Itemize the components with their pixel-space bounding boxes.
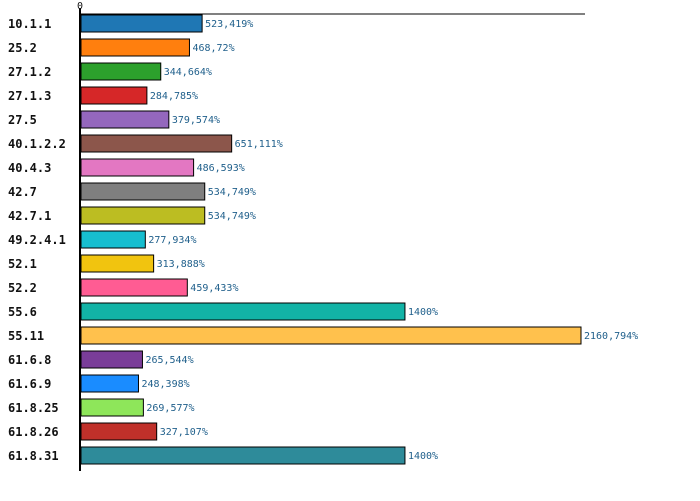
category-label-42.7: 42.7 [8, 185, 37, 199]
value-label-61.8.31: 1400% [408, 451, 438, 462]
category-label-61.6.8: 61.6.8 [8, 353, 51, 367]
category-label-61.8.25: 61.8.25 [8, 401, 59, 415]
category-label-55.11: 55.11 [8, 329, 44, 343]
bar-61.8.25 [80, 398, 144, 417]
value-label-25.2: 468,72% [192, 43, 234, 54]
category-label-52.2: 52.2 [8, 281, 37, 295]
category-label-40.4.3: 40.4.3 [8, 161, 51, 175]
category-label-61.6.9: 61.6.9 [8, 377, 51, 391]
value-label-27.1.2: 344,664% [164, 67, 212, 78]
value-label-55.11: 2160,794% [584, 331, 638, 342]
value-label-61.8.26: 327,107% [160, 427, 208, 438]
value-label-27.5: 379,574% [172, 115, 220, 126]
bar-27.1.2 [80, 62, 162, 81]
bar-10.1.1 [80, 14, 203, 33]
bar-42.7 [80, 182, 206, 201]
category-label-52.1: 52.1 [8, 257, 37, 271]
category-label-27.5: 27.5 [8, 113, 37, 127]
category-label-25.2: 25.2 [8, 41, 37, 55]
value-label-49.2.4.1: 277,934% [148, 235, 196, 246]
x-tick-label-0: 0 [77, 1, 83, 12]
bar-61.6.8 [80, 350, 143, 369]
value-label-42.7.1: 534,749% [208, 211, 256, 222]
value-label-10.1.1: 523,419% [205, 19, 253, 30]
category-label-42.7.1: 42.7.1 [8, 209, 51, 223]
bar-52.1 [80, 254, 155, 273]
category-label-61.8.31: 61.8.31 [8, 449, 59, 463]
value-label-42.7: 534,749% [208, 187, 256, 198]
value-label-27.1.3: 284,785% [150, 91, 198, 102]
category-label-49.2.4.1: 49.2.4.1 [8, 233, 66, 247]
category-label-10.1.1: 10.1.1 [8, 17, 51, 31]
bar-27.1.3 [80, 86, 148, 105]
category-label-27.1.3: 27.1.3 [8, 89, 51, 103]
bar-55.11 [80, 326, 582, 345]
bar-42.7.1 [80, 206, 206, 225]
bar-40.4.3 [80, 158, 195, 177]
value-label-40.1.2.2: 651,111% [235, 139, 283, 150]
value-label-61.6.9: 248,398% [141, 379, 189, 390]
bar-55.6 [80, 302, 406, 321]
category-label-27.1.2: 27.1.2 [8, 65, 51, 79]
value-label-61.6.8: 265,544% [145, 355, 193, 366]
bar-49.2.4.1 [80, 230, 146, 249]
value-label-52.2: 459,433% [190, 283, 238, 294]
labels-group: 10.1.1 523,419% 25.2 468,72% 27.1.2 344,664% 2… [8, 17, 638, 463]
value-label-40.4.3: 486,593% [197, 163, 245, 174]
bar-40.1.2.2 [80, 134, 233, 153]
category-label-61.8.26: 61.8.26 [8, 425, 59, 439]
bar-27.5 [80, 110, 170, 129]
category-label-55.6: 55.6 [8, 305, 37, 319]
bar-61.8.31 [80, 446, 406, 465]
bar-25.2 [80, 38, 190, 57]
value-label-55.6: 1400% [408, 307, 438, 318]
bar-61.8.26 [80, 422, 158, 441]
bar-52.2 [80, 278, 188, 297]
value-label-61.8.25: 269,577% [146, 403, 194, 414]
value-label-52.1: 313,888% [157, 259, 205, 270]
bar-61.6.9 [80, 374, 139, 393]
category-label-40.1.2.2: 40.1.2.2 [8, 137, 66, 151]
